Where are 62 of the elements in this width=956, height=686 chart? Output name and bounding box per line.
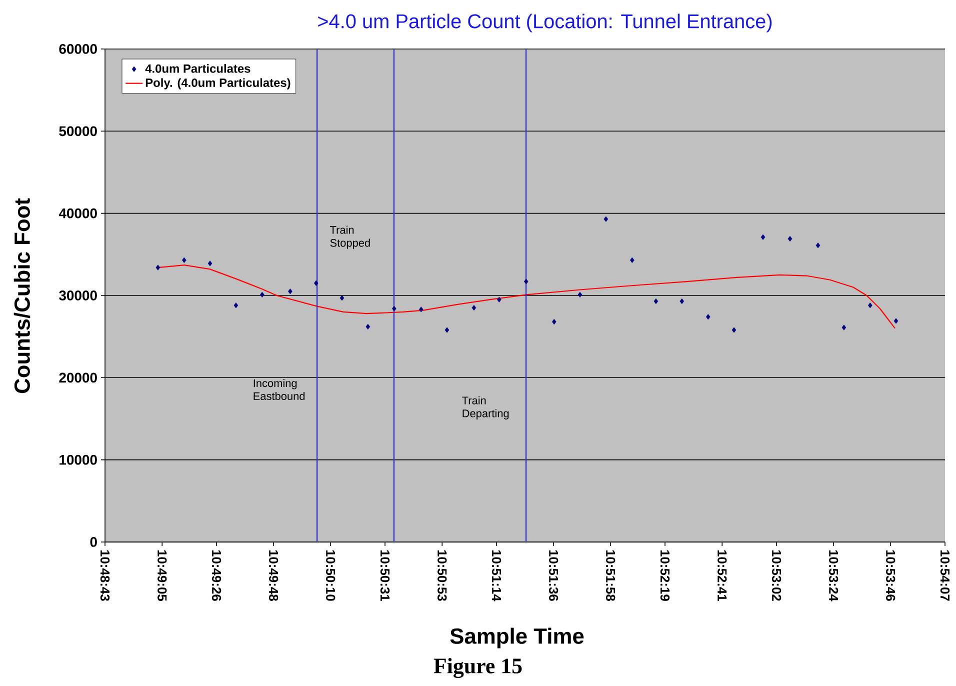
legend-label: Poly. (4.0um Particulates) (146, 78, 290, 90)
y-tick-label: 60000 (59, 44, 97, 54)
point (366, 324, 370, 330)
point (654, 298, 658, 304)
x-tick-label: 10:50:31 (380, 550, 390, 601)
y-tick-label: 50000 (59, 126, 97, 136)
point (760, 234, 766, 240)
x-tick-label: 10:54:07 (940, 550, 950, 601)
y-tick-label: 20000 (59, 372, 97, 383)
x-tick-label: 10:52:41 (718, 550, 727, 601)
x-tick-label: 10:53:24 (828, 550, 838, 602)
point (444, 327, 450, 333)
ref-line-label: Incoming Eastbound (254, 379, 305, 400)
x-tick-label: 10:50:53 (438, 550, 447, 601)
x-tick-label: 10:51:14 (492, 550, 502, 602)
x-tick-label: 10:48:43 (100, 550, 110, 601)
point (182, 257, 186, 263)
y-tick-label: 30000 (59, 290, 97, 300)
point (524, 278, 528, 284)
point (868, 302, 872, 308)
point (156, 264, 160, 270)
point (706, 314, 710, 320)
point (314, 280, 318, 286)
y-axis-title: Counts/Cubic Foot (14, 198, 30, 394)
y-tick-label: 0 (90, 537, 97, 547)
legend-label: 4.0um Particulates (145, 64, 250, 73)
point (604, 216, 608, 222)
point (497, 296, 502, 302)
point (234, 302, 238, 308)
x-tick-label: 10:49:48 (268, 550, 278, 601)
point (418, 306, 424, 312)
point (578, 292, 582, 298)
point (472, 305, 476, 311)
point (392, 306, 396, 312)
point (630, 257, 634, 263)
y-tick-label: 10000 (60, 454, 97, 465)
ref-line-label: Train Departing (462, 396, 509, 420)
x-tick-label: 10:53:46 (886, 550, 896, 601)
x-tick-label: 10:52:19 (660, 550, 670, 601)
ref-line-label: Train Stopped (330, 226, 370, 249)
point (842, 324, 846, 330)
point (552, 318, 556, 325)
x-tick-label: 10:51:58 (606, 550, 616, 601)
y-tick-label: 40000 (58, 208, 97, 218)
line-series (157, 264, 896, 329)
x-tick-label: 10:51:36 (548, 550, 558, 601)
x-axis-title: Sample Time (450, 628, 584, 648)
x-tick-label: 10:49:26 (212, 550, 222, 601)
x-tick-label: 10:53:02 (772, 550, 782, 601)
point (788, 236, 792, 242)
point (816, 242, 820, 248)
caption: Figure 15 (434, 658, 522, 678)
point (260, 292, 264, 298)
chart-title: >4.0 um Particle Count (Location: Tunnel Entrance) (318, 14, 772, 32)
point (680, 298, 684, 304)
point (208, 260, 212, 266)
x-tick-label: 10:50:10 (326, 550, 336, 601)
point (732, 327, 736, 333)
point (288, 288, 292, 294)
point (340, 295, 344, 301)
x-tick-label: 10:49:05 (158, 550, 167, 601)
point (894, 318, 898, 324)
